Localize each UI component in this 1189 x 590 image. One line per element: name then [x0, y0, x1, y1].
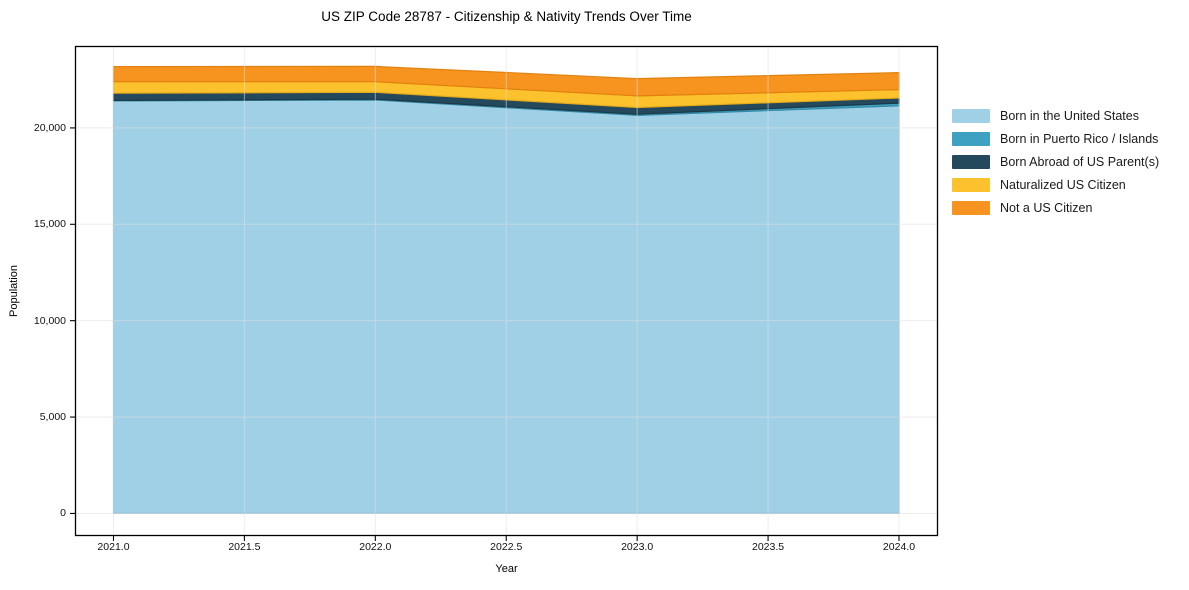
x-tick-label: 2021.0 — [97, 541, 130, 553]
chart-title: US ZIP Code 28787 - Citizenship & Nativi… — [321, 9, 692, 24]
legend-swatch — [952, 200, 990, 215]
legend-item: Born in the United States — [952, 104, 1159, 127]
y-tick-label: 0 — [60, 507, 66, 520]
y-tick-label: 10,000 — [33, 314, 66, 327]
x-tick-label: 2023.5 — [752, 541, 785, 553]
plot-area — [70, 45, 939, 541]
legend-item-label: Born in Puerto Rico / Islands — [1000, 131, 1159, 146]
legend-item-label: Born Abroad of US Parent(s) — [1000, 154, 1160, 169]
x-tick-label: 2022.0 — [359, 541, 392, 553]
x-axis-label: Year — [495, 563, 518, 575]
legend-swatch — [952, 131, 990, 146]
axis-ticks — [70, 127, 900, 541]
x-tick-label: 2022.5 — [490, 541, 523, 553]
y-axis-label: Population — [8, 265, 20, 317]
legend-item-label: Born in the United States — [1000, 108, 1139, 123]
legend-item: Naturalized US Citizen — [952, 173, 1159, 196]
x-tick-label: 2024.0 — [882, 541, 916, 553]
plot-border — [74, 45, 939, 537]
legend-swatch — [952, 177, 990, 192]
y-tick-label: 20,000 — [33, 121, 66, 134]
legend-swatch — [952, 108, 990, 123]
legend: Born in the United States Born in Puerto … — [952, 104, 1159, 219]
x-tick-label: 2023.0 — [621, 541, 654, 553]
x-tick-label: 2021.5 — [228, 541, 261, 553]
legend-item-label: Not a US Citizen — [1000, 200, 1093, 215]
legend-swatch — [952, 154, 990, 169]
grid-lines — [75, 46, 938, 536]
legend-item: Born Abroad of US Parent(s) — [952, 150, 1159, 173]
legend-item: Born in Puerto Rico / Islands — [952, 127, 1159, 150]
y-tick-label: 5,000 — [39, 411, 66, 424]
legend-item: Not a US Citizen — [952, 196, 1159, 219]
y-tick-label: 15,000 — [33, 218, 66, 231]
legend-item-label: Naturalized US Citizen — [1000, 177, 1126, 192]
